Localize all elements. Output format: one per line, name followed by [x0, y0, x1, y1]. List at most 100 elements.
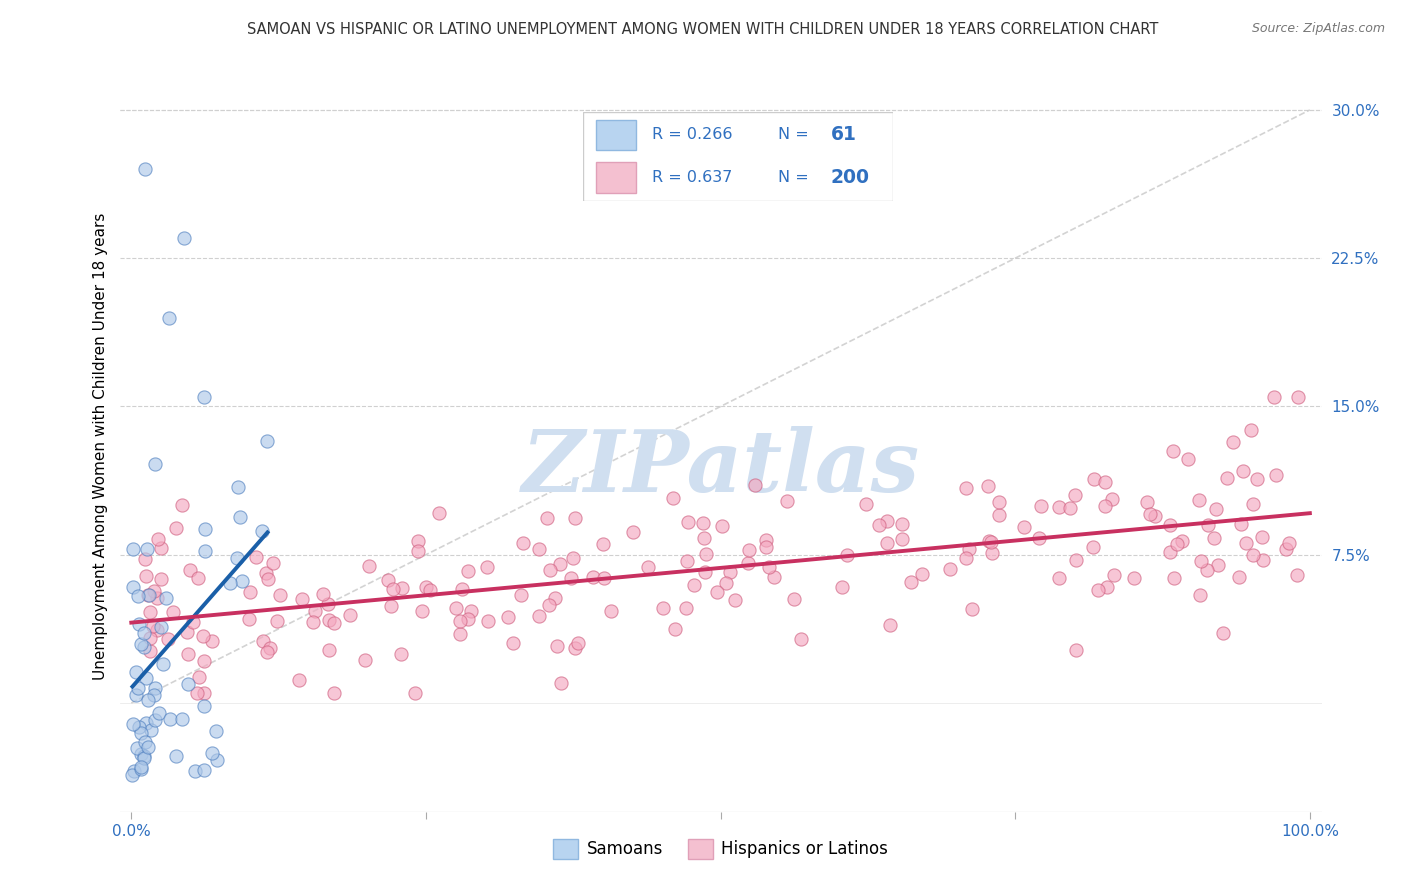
Point — [125, 688, 148, 702]
Point — [142, 619, 165, 633]
Point — [193, 763, 215, 777]
Point — [179, 563, 201, 577]
Point — [121, 716, 143, 731]
Point — [193, 654, 215, 668]
Point — [855, 497, 877, 511]
Point — [716, 576, 738, 591]
Point — [143, 583, 166, 598]
Point — [135, 569, 157, 583]
Point — [831, 580, 853, 594]
Point — [149, 620, 172, 634]
Point — [561, 551, 583, 566]
Point — [662, 491, 685, 505]
Point — [148, 533, 170, 547]
Point — [1263, 390, 1285, 404]
Point — [755, 540, 778, 554]
Point — [755, 533, 778, 547]
Point — [876, 536, 898, 550]
Point — [538, 563, 561, 577]
Point — [676, 515, 699, 529]
Point — [1275, 541, 1298, 556]
Point — [193, 686, 215, 700]
Point — [150, 572, 173, 586]
Point — [131, 726, 153, 740]
Point — [138, 588, 160, 602]
Point — [548, 558, 571, 572]
Point — [449, 627, 471, 641]
Point — [389, 647, 412, 661]
Point — [404, 686, 426, 700]
Point — [259, 641, 281, 656]
Point — [710, 519, 733, 533]
Point — [128, 720, 150, 734]
Point — [136, 740, 159, 755]
Point — [592, 537, 614, 551]
Point — [354, 653, 377, 667]
Point — [323, 615, 346, 630]
Point — [304, 603, 326, 617]
Point — [134, 735, 156, 749]
Point — [1230, 517, 1253, 532]
Point — [1144, 509, 1167, 524]
Point — [1240, 423, 1263, 437]
Point — [132, 640, 155, 654]
Point — [512, 535, 534, 549]
Point — [228, 510, 250, 524]
Point — [1188, 492, 1211, 507]
Point — [155, 591, 177, 605]
Point — [1189, 588, 1212, 602]
Point — [125, 741, 148, 756]
Point — [560, 571, 582, 585]
Point — [1243, 497, 1265, 511]
FancyBboxPatch shape — [596, 162, 636, 193]
Point — [693, 565, 716, 579]
Point — [143, 713, 166, 727]
Point — [977, 479, 1000, 493]
Point — [911, 567, 934, 582]
Point — [129, 637, 152, 651]
Point — [477, 560, 499, 574]
Point — [600, 604, 623, 618]
Point — [979, 533, 1001, 548]
Point — [1163, 571, 1185, 585]
Point — [129, 763, 152, 777]
Point — [184, 764, 207, 778]
Point — [1059, 500, 1081, 515]
Point — [695, 547, 717, 561]
Point — [1197, 563, 1219, 577]
Point — [446, 601, 468, 615]
Point — [664, 623, 686, 637]
Point — [527, 542, 550, 557]
Text: N =: N = — [779, 170, 808, 185]
Point — [1159, 545, 1181, 559]
Point — [1159, 518, 1181, 533]
Point — [256, 434, 278, 448]
Point — [172, 712, 194, 726]
Point — [129, 760, 152, 774]
Point — [960, 602, 983, 616]
Point — [1232, 464, 1254, 478]
Point — [359, 558, 381, 573]
Point — [1197, 517, 1219, 532]
Point — [238, 611, 260, 625]
Text: Source: ZipAtlas.com: Source: ZipAtlas.com — [1251, 22, 1385, 36]
Point — [159, 712, 181, 726]
Point — [1047, 500, 1070, 514]
Point — [231, 574, 253, 588]
Point — [205, 723, 228, 738]
Point — [162, 605, 184, 619]
Point — [1265, 468, 1288, 483]
Point — [191, 629, 214, 643]
Point — [411, 604, 433, 618]
Point — [406, 544, 429, 558]
Point — [676, 554, 699, 568]
Point — [790, 632, 813, 646]
Point — [718, 565, 741, 579]
Point — [165, 521, 187, 535]
Point — [744, 477, 766, 491]
Point — [564, 640, 586, 655]
Point — [139, 643, 162, 657]
Point — [132, 750, 155, 764]
Point — [291, 591, 314, 606]
Point — [145, 681, 167, 695]
